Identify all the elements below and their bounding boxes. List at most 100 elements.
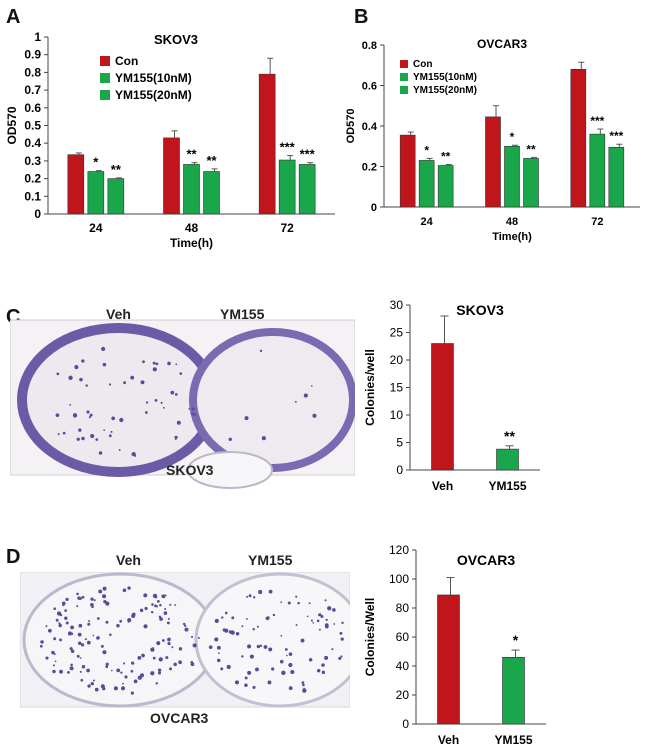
y-tick-label: 25 [390, 326, 404, 340]
chart-title: SKOV3 [456, 302, 504, 318]
x-tick-label: 48 [506, 216, 518, 228]
bar-Con-72 [258, 73, 276, 215]
colony-dot [158, 615, 162, 619]
colony-dot [45, 625, 48, 628]
colony-dot [86, 410, 90, 414]
colony-dot [332, 608, 336, 612]
colony-dot [280, 634, 283, 637]
y-axis-label: OD570 [5, 106, 19, 144]
y-tick-label: 20 [396, 688, 410, 702]
panel-letter-a: A [6, 6, 21, 28]
colony-dot [111, 669, 113, 672]
colony-dot [167, 642, 171, 646]
colony-dot [55, 413, 60, 417]
x-tick-label: YM155 [494, 733, 532, 747]
colony-dot [246, 595, 249, 598]
chart-title: OVCAR3 [457, 552, 516, 568]
colony-dot [321, 663, 325, 667]
colony-dot [258, 589, 263, 595]
colony-dot [341, 621, 344, 625]
colony-dot [171, 646, 174, 649]
colony-dot [324, 599, 327, 602]
chart-c-skov3-colonies: SKOV3 0 5 10 15 20 25 30 Colonies/well Veh ** YM155 [363, 298, 540, 493]
colony-dot [157, 668, 162, 672]
colony-dot [167, 361, 171, 366]
colony-dot [139, 608, 144, 613]
colony-dot [150, 647, 155, 652]
legend-label: YM155(20nM) [115, 88, 192, 102]
colony-dot [69, 666, 74, 671]
colony-dot [137, 675, 142, 680]
colony-dot [108, 434, 112, 438]
colony-dot [56, 611, 62, 616]
colony-dot [182, 622, 186, 626]
colony-dot [244, 676, 248, 680]
significance-mark: * [424, 143, 429, 157]
colony-dot [143, 593, 148, 598]
panel-letter-b: B [354, 6, 369, 28]
colony-dot [105, 620, 109, 624]
bar-YM155(20nM)-72 [298, 164, 316, 215]
bar-YM155(10nM)-24 [418, 160, 435, 208]
photo-c-colony-plates: Veh YM155 SKOV3 [9, 306, 357, 495]
colony-dot [280, 601, 283, 604]
colony-dot [169, 667, 173, 671]
bar-Con-48 [485, 116, 501, 208]
colony-dot [51, 650, 55, 655]
colony-dot [76, 437, 80, 441]
y-tick-label: 0 [371, 202, 377, 214]
colony-dot [123, 662, 126, 665]
colony-dot [320, 615, 324, 619]
bar-Con-48 [163, 137, 180, 215]
colony-dot [302, 688, 307, 693]
colony-dot [324, 623, 329, 628]
colony-dot [208, 645, 213, 649]
colony-dot [91, 605, 94, 609]
colony-dot [102, 586, 107, 591]
x-tick-label: Veh [438, 733, 459, 747]
colony-dot [247, 644, 252, 649]
colony-dot [303, 393, 308, 398]
colony-dot [226, 664, 231, 669]
significance-mark: * [513, 632, 519, 648]
legend-swatch [100, 73, 110, 83]
colony-dot [249, 654, 254, 659]
colony-dot [81, 359, 85, 363]
bar-YM155(20nM)-24 [437, 165, 454, 208]
colony-dot [124, 675, 128, 679]
y-tick-label: 0.5 [24, 119, 41, 133]
colony-dot [64, 609, 67, 612]
significance-mark: * [93, 155, 99, 170]
colony-dot [259, 644, 263, 648]
colony-dot [122, 588, 127, 593]
colony-dot [116, 668, 121, 673]
colony-dot [228, 630, 233, 634]
colony-dot [178, 660, 182, 665]
colony-dot [102, 650, 107, 655]
colony-dot [93, 599, 96, 602]
colony-dot [55, 618, 59, 622]
colony-dot [103, 429, 105, 431]
colony-dot [173, 662, 177, 667]
colony-dot [108, 383, 112, 386]
colony-dot [119, 417, 124, 423]
bar-YM155(20nM)-48 [523, 158, 539, 208]
plate-veh [22, 572, 218, 708]
y-tick-label: 5 [396, 436, 403, 450]
x-tick-label: 72 [280, 221, 294, 235]
colony-dot [174, 604, 177, 606]
y-tick-label: 10 [390, 408, 404, 422]
y-tick-label: 0.1 [24, 189, 41, 203]
colony-dot [78, 623, 83, 628]
colony-dot [308, 602, 311, 605]
colony-dot [166, 621, 170, 625]
colony-dot [69, 647, 73, 651]
colony-dot [317, 613, 321, 617]
bar-Con-24 [399, 134, 416, 208]
photo-c-ym155-label: YM155 [220, 306, 265, 322]
colony-dot [256, 625, 259, 628]
bar-YM155(10nM)-48 [504, 145, 520, 208]
colony-dot [127, 586, 131, 590]
colony-dot [88, 416, 91, 419]
colony-dot [160, 401, 163, 404]
